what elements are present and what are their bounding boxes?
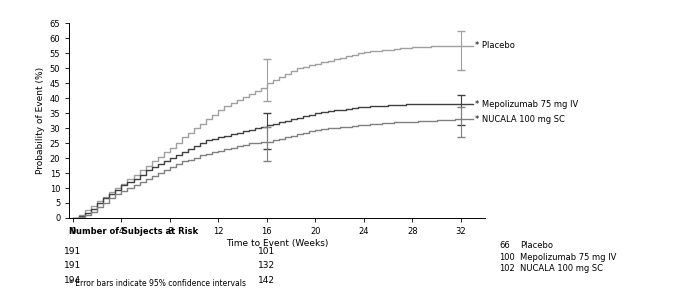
Text: 142: 142 — [258, 276, 275, 285]
Text: Mepolizumab 75 mg IV: Mepolizumab 75 mg IV — [520, 253, 616, 262]
Text: * NUCALA 100 mg SC: * NUCALA 100 mg SC — [475, 115, 565, 124]
Text: Number of Subjects at Risk: Number of Subjects at Risk — [69, 227, 198, 236]
Text: 191: 191 — [64, 261, 82, 270]
Text: 100: 100 — [499, 253, 515, 262]
Text: Placebo: Placebo — [520, 242, 553, 250]
Text: 102: 102 — [499, 264, 515, 273]
Text: 191: 191 — [64, 247, 82, 256]
X-axis label: Time to Event (Weeks): Time to Event (Weeks) — [226, 239, 328, 248]
Y-axis label: Probability of Event (%): Probability of Event (%) — [37, 67, 46, 174]
Text: * Mepolizumab 75 mg IV: * Mepolizumab 75 mg IV — [475, 100, 579, 109]
Text: NUCALA 100 mg SC: NUCALA 100 mg SC — [520, 264, 603, 273]
Text: 132: 132 — [258, 261, 275, 270]
Text: 66: 66 — [499, 242, 510, 250]
Text: 194: 194 — [64, 276, 82, 285]
Text: 101: 101 — [258, 247, 276, 256]
Text: * Placebo: * Placebo — [475, 41, 516, 50]
Text: * Error bars indicate 95% confidence intervals: * Error bars indicate 95% confidence int… — [69, 279, 246, 288]
